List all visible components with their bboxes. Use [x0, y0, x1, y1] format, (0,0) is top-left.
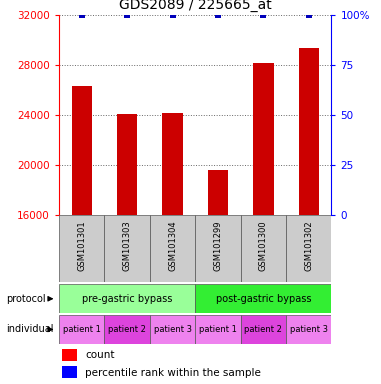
Bar: [241, 315, 286, 344]
Text: patient 3: patient 3: [290, 325, 328, 334]
Text: GSM101302: GSM101302: [304, 220, 313, 271]
Text: patient 3: patient 3: [154, 325, 192, 334]
Bar: [208, 170, 228, 384]
Text: patient 2: patient 2: [108, 325, 146, 334]
Text: GSM101300: GSM101300: [259, 220, 268, 271]
Bar: [59, 284, 195, 313]
Text: GSM101303: GSM101303: [123, 220, 132, 271]
Bar: [195, 315, 241, 344]
Text: protocol: protocol: [6, 294, 45, 304]
Bar: [104, 215, 150, 282]
Bar: [104, 315, 150, 344]
Bar: [241, 215, 286, 282]
Bar: [117, 114, 138, 384]
Text: patient 1: patient 1: [63, 325, 101, 334]
Text: percentile rank within the sample: percentile rank within the sample: [85, 367, 261, 377]
Bar: [62, 349, 77, 361]
Text: individual: individual: [6, 324, 53, 334]
Text: patient 2: patient 2: [245, 325, 282, 334]
Text: patient 1: patient 1: [199, 325, 237, 334]
Bar: [62, 366, 77, 379]
Title: GDS2089 / 225665_at: GDS2089 / 225665_at: [119, 0, 272, 12]
Bar: [195, 284, 331, 313]
Bar: [299, 48, 319, 384]
Bar: [72, 86, 92, 384]
Bar: [150, 315, 195, 344]
Bar: [162, 113, 183, 384]
Text: GSM101301: GSM101301: [77, 220, 86, 271]
Text: count: count: [85, 350, 114, 360]
Bar: [253, 63, 274, 384]
Text: GSM101304: GSM101304: [168, 220, 177, 271]
Bar: [286, 315, 331, 344]
Text: GSM101299: GSM101299: [213, 220, 223, 271]
Bar: [286, 215, 331, 282]
Text: post-gastric bypass: post-gastric bypass: [216, 293, 311, 304]
Bar: [195, 215, 241, 282]
Bar: [59, 215, 104, 282]
Bar: [150, 215, 195, 282]
Text: pre-gastric bypass: pre-gastric bypass: [82, 293, 172, 304]
Bar: [59, 315, 104, 344]
